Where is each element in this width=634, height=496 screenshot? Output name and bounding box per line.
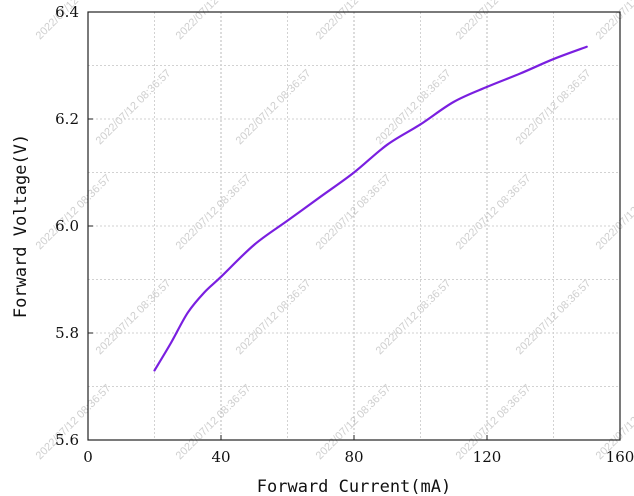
- y-tick-label: 6.0: [55, 217, 79, 235]
- watermark-text: 2022/07/12 08:36:57: [234, 67, 314, 147]
- series-layer: [153, 45, 588, 372]
- watermark-text: 2022/07/12 08:36:57: [594, 172, 634, 252]
- y-tick-label: 5.8: [55, 324, 79, 342]
- watermark-text: 2022/07/12 08:36:57: [94, 67, 174, 147]
- x-tick-label: 40: [211, 448, 230, 466]
- x-axis-label: Forward Current(mA): [257, 477, 451, 496]
- y-tick-label: 6.4: [55, 3, 79, 21]
- watermark-text: 2022/07/12 08:36:57: [34, 382, 114, 462]
- watermark-text: 2022/07/12 08:36:57: [234, 277, 314, 357]
- watermark-text: 2022/07/12 08:36:57: [374, 67, 454, 147]
- watermark-text: 2022/07/12 08:36:57: [174, 0, 254, 42]
- watermark-text: 2022/07/12 08:36:57: [594, 0, 634, 42]
- watermark-text: 2022/07/12 08:36:57: [374, 277, 454, 357]
- watermark-text: 2022/07/12 08:36:57: [34, 172, 114, 252]
- watermark-text: 2022/07/12 08:36:57: [94, 277, 174, 357]
- y-axis-label: Forward Voltage(V): [11, 134, 31, 318]
- x-tick-label: 80: [344, 448, 363, 466]
- x-tick-label: 0: [83, 448, 93, 466]
- x-tick-label: 160: [606, 448, 634, 466]
- ticks: [87, 11, 621, 441]
- x-tick-label: 120: [473, 448, 502, 466]
- watermark-text: 2022/07/12 08:36:57: [514, 67, 594, 147]
- y-tick-label: 5.6: [55, 431, 79, 449]
- watermark-layer: 2022/07/12 08:36:57 2022/07/12 08:36:57 20…: [34, 0, 634, 462]
- watermark-text: 2022/07/12 08:36:57: [454, 172, 534, 252]
- watermark-text: 2022/07/12 08:36:57: [174, 172, 254, 252]
- tick-labels: 0 40 80 120 160 5.6 5.8 6.0 6.2 6.4: [55, 3, 634, 466]
- series-line: [153, 45, 588, 372]
- y-tick-label: 6.2: [55, 110, 79, 128]
- watermark-text: 2022/07/12 08:36:57: [454, 0, 534, 42]
